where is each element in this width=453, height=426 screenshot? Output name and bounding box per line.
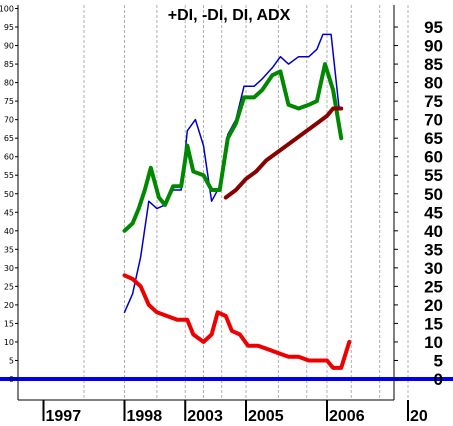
left-tick-label: 65 <box>4 134 14 143</box>
x-tick-label: 1998 <box>127 408 163 425</box>
left-tick-label: 25 <box>4 282 14 291</box>
right-tick-label: 70 <box>424 111 443 130</box>
right-tick-label: 45 <box>424 203 443 222</box>
left-tick-label: 5 <box>9 356 14 365</box>
right-tick-label: 30 <box>424 259 443 278</box>
left-tick-label: 15 <box>4 319 14 328</box>
series-line-3 <box>122 273 352 370</box>
left-tick-label: 55 <box>4 171 14 180</box>
x-tick-label: 2003 <box>187 408 223 425</box>
series-lines <box>0 33 453 381</box>
x-axis: 1997 1998 2003 2005 2006 20 <box>42 400 428 425</box>
series-line-1 <box>122 62 344 233</box>
right-tick-label: 15 <box>424 314 443 333</box>
right-tick-label: 25 <box>424 277 443 296</box>
left-tick-label: 75 <box>4 97 14 106</box>
left-y-axis: 0 5 10 15 20 25 30 35 40 45 50 55 60 65 70 75 80 85 90 95 10… <box>0 5 18 384</box>
left-tick-label: 20 <box>4 301 14 310</box>
right-tick-label: 0 <box>434 370 443 389</box>
right-tick-label: 35 <box>424 240 443 259</box>
x-tick-label: 2005 <box>248 408 284 425</box>
x-tick-label: 2006 <box>329 408 365 425</box>
right-tick-label: 95 <box>424 18 443 37</box>
x-tick-label: 1997 <box>46 408 82 425</box>
right-tick-label: 60 <box>424 148 443 167</box>
left-tick-label: 95 <box>4 23 14 32</box>
left-tick-label: 30 <box>4 264 14 273</box>
right-tick-label: 90 <box>424 37 443 56</box>
right-tick-label: 50 <box>424 185 443 204</box>
left-tick-label: 35 <box>4 245 14 254</box>
right-tick-label: 20 <box>424 296 443 315</box>
right-tick-label: 65 <box>424 129 443 148</box>
left-tick-label: 60 <box>4 153 14 162</box>
left-tick-label: 100 <box>0 5 14 14</box>
right-tick-label: 80 <box>424 74 443 93</box>
left-tick-label: 0 <box>9 375 14 384</box>
left-tick-label: 40 <box>4 227 14 236</box>
left-tick-label: 10 <box>4 338 14 347</box>
right-tick-label: 75 <box>424 92 443 111</box>
right-tick-label: 55 <box>424 166 443 185</box>
left-tick-label: 80 <box>4 79 14 88</box>
right-tick-label: 10 <box>424 333 443 352</box>
left-tick-label: 50 <box>4 190 14 199</box>
series-line-2 <box>223 106 344 200</box>
right-tick-label: 5 <box>434 351 443 370</box>
chart-title: +DI, -DI, DI, ADX <box>168 7 291 24</box>
left-tick-label: 85 <box>4 60 14 69</box>
right-tick-label: 40 <box>424 222 443 241</box>
left-tick-label: 45 <box>4 208 14 217</box>
left-tick-label: 90 <box>4 42 14 51</box>
vertical-gridlines <box>17 5 409 401</box>
left-tick-label: 70 <box>4 116 14 125</box>
x-tick-label: 20 <box>410 408 428 425</box>
right-tick-label: 85 <box>424 55 443 74</box>
